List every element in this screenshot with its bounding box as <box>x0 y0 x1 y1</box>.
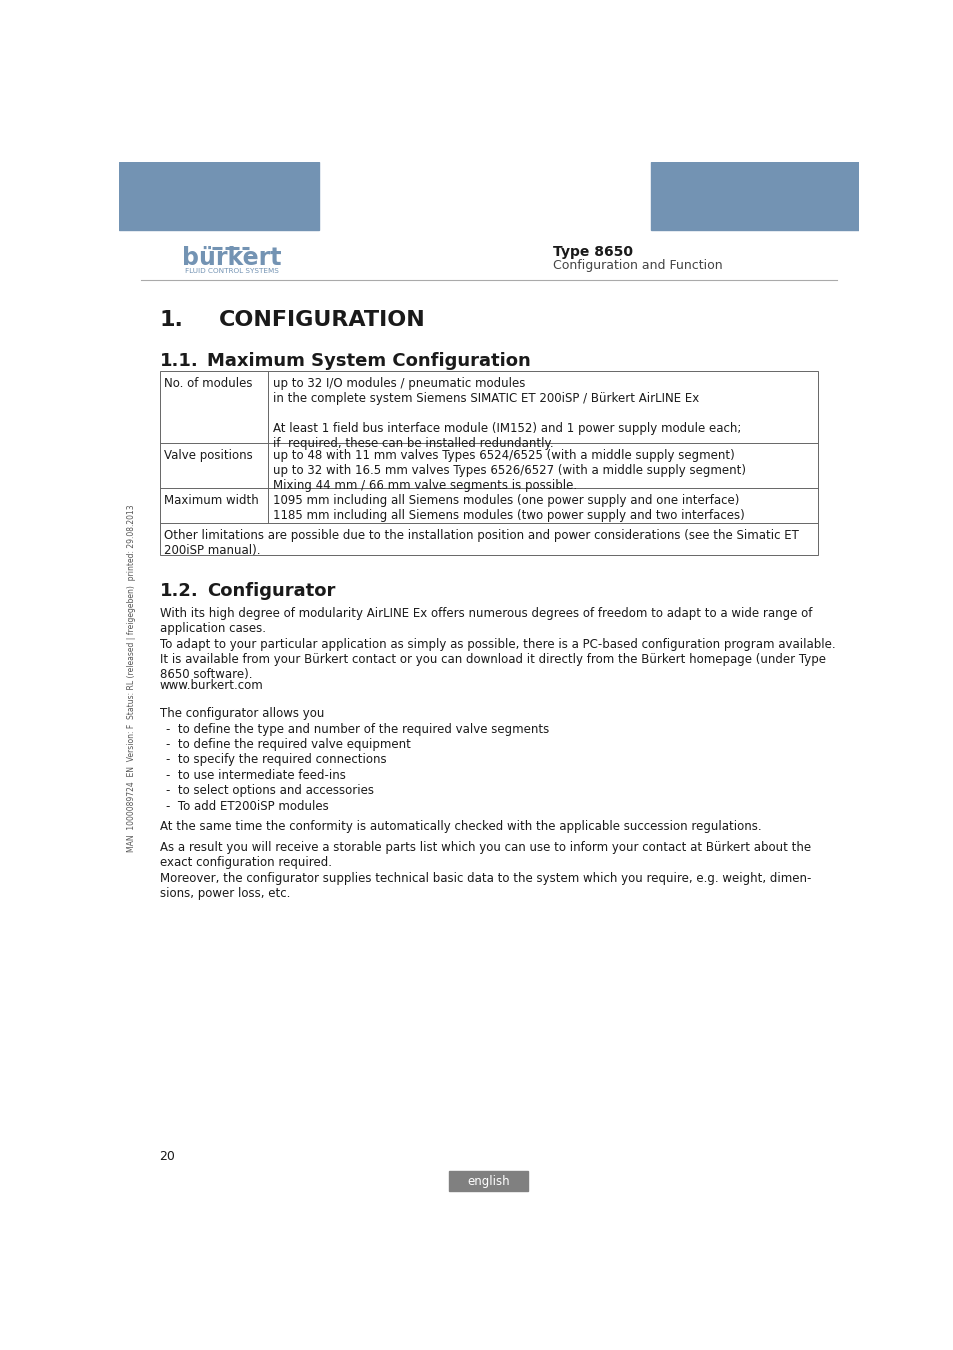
Text: -  To add ET200iSP modules: - To add ET200iSP modules <box>166 799 328 813</box>
Text: With its high degree of modularity AirLINE Ex offers numerous degrees of freedom: With its high degree of modularity AirLI… <box>159 608 811 634</box>
Text: No. of modules: No. of modules <box>164 377 253 390</box>
Text: up to 32 I/O modules / pneumatic modules
in the complete system Siemens SIMATIC : up to 32 I/O modules / pneumatic modules… <box>274 377 741 450</box>
Text: -  to define the type and number of the required valve segments: - to define the type and number of the r… <box>166 722 548 736</box>
Text: 1095 mm including all Siemens modules (one power supply and one interface)
1185 : 1095 mm including all Siemens modules (o… <box>274 494 744 522</box>
Text: Maximum width: Maximum width <box>164 494 258 506</box>
Bar <box>449 1172 528 1192</box>
Text: Moreover, the configurator supplies technical basic data to the system which you: Moreover, the configurator supplies tech… <box>159 872 810 900</box>
Text: The configurator allows you: The configurator allows you <box>159 707 324 720</box>
Text: up to 48 with 11 mm valves Types 6524/6525 (with a middle supply segment)
up to : up to 48 with 11 mm valves Types 6524/65… <box>274 448 745 491</box>
Text: MAN  1000089724  EN  Version: F  Status: RL (released | freigegeben)  printed: 2: MAN 1000089724 EN Version: F Status: RL … <box>127 504 136 852</box>
Text: As a result you will receive a storable parts list which you can use to inform y: As a result you will receive a storable … <box>159 841 810 869</box>
Text: -  to specify the required connections: - to specify the required connections <box>166 753 386 767</box>
Text: english: english <box>467 1174 510 1188</box>
Text: To adapt to your particular application as simply as possible, there is a PC-bas: To adapt to your particular application … <box>159 637 834 680</box>
Text: 1.2.: 1.2. <box>159 582 198 601</box>
Text: 20: 20 <box>159 1150 175 1162</box>
Text: bürkert: bürkert <box>182 246 281 270</box>
Text: Maximum System Configuration: Maximum System Configuration <box>207 352 530 370</box>
Text: At the same time the conformity is automatically checked with the applicable suc: At the same time the conformity is autom… <box>159 819 760 833</box>
Text: www.burkert.com: www.burkert.com <box>159 679 263 693</box>
Text: Type 8650: Type 8650 <box>553 246 633 259</box>
Bar <box>119 162 319 230</box>
Bar <box>159 371 818 555</box>
Text: CONFIGURATION: CONFIGURATION <box>218 310 425 329</box>
Text: Valve positions: Valve positions <box>164 448 253 462</box>
Text: FLUID CONTROL SYSTEMS: FLUID CONTROL SYSTEMS <box>185 267 278 274</box>
Text: Configurator: Configurator <box>207 582 335 601</box>
Text: 1.1.: 1.1. <box>159 352 198 370</box>
Text: -  to define the required valve equipment: - to define the required valve equipment <box>166 738 410 751</box>
Text: -  to select options and accessories: - to select options and accessories <box>166 784 374 796</box>
Text: 1.: 1. <box>159 310 183 329</box>
Text: -  to use intermediate feed-ins: - to use intermediate feed-ins <box>166 768 345 782</box>
Bar <box>650 162 858 230</box>
Text: Other limitations are possible due to the installation position and power consid: Other limitations are possible due to th… <box>164 528 799 556</box>
Text: Configuration and Function: Configuration and Function <box>553 259 722 271</box>
